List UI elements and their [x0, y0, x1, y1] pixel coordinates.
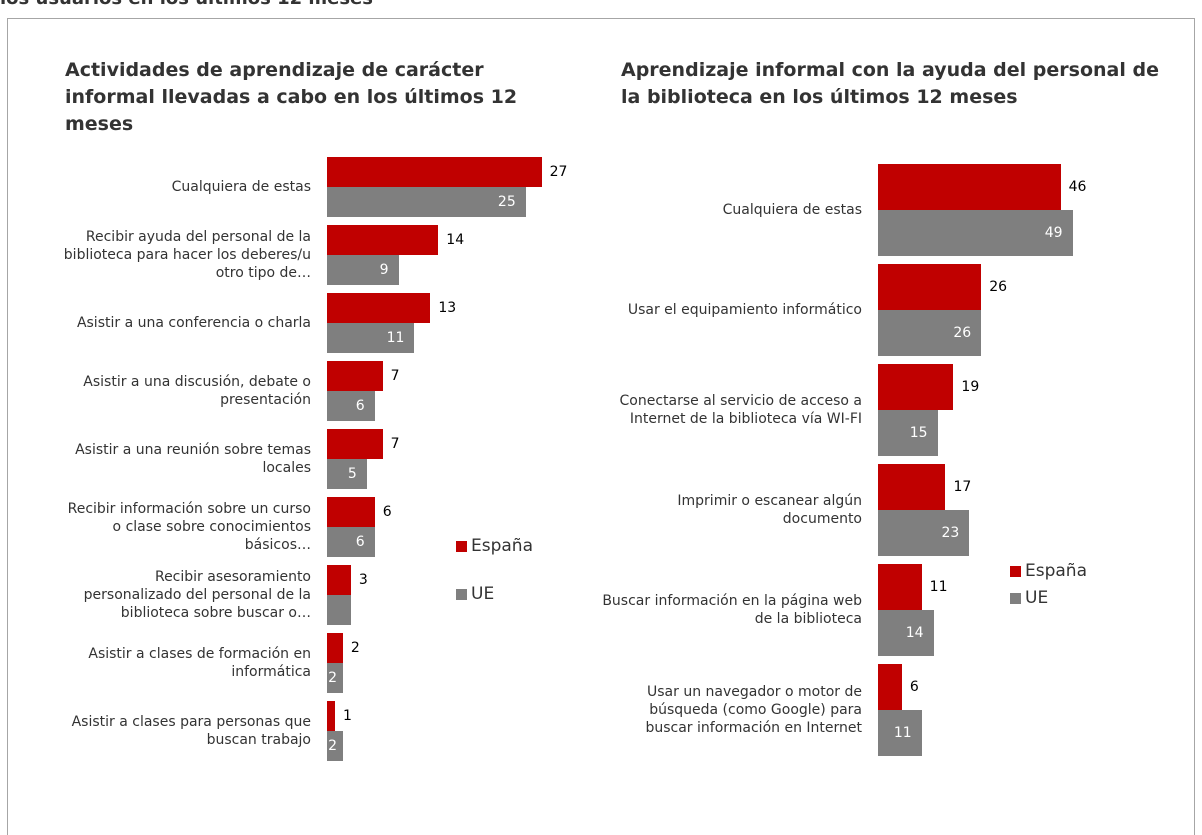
bar	[878, 164, 1061, 210]
bar	[327, 731, 343, 761]
bar	[878, 664, 902, 710]
bar	[327, 323, 415, 353]
bar	[878, 310, 982, 356]
bar	[878, 210, 1073, 256]
bar	[327, 527, 375, 557]
bar	[327, 391, 375, 421]
value-label: 13	[438, 300, 457, 316]
legend-item: España	[456, 536, 533, 556]
category-label: Asistir a una conferencia o charla	[76, 315, 311, 331]
value-label: 6	[909, 679, 919, 695]
bar	[878, 510, 970, 556]
value-label: 6	[382, 504, 392, 520]
bar	[327, 187, 526, 217]
bar	[327, 361, 383, 391]
value-label: 49	[1044, 225, 1063, 241]
legend-swatch	[1010, 565, 1021, 577]
chart-title: Aprendizaje informal con la ayuda del pe…	[621, 59, 1159, 108]
value-label: 15	[909, 425, 928, 441]
bar	[327, 595, 351, 625]
category-label: Cualquiera de estas	[722, 202, 862, 218]
category-label: Usar un navegador o motor de búsqueda (c…	[645, 684, 862, 736]
value-label: 1	[342, 708, 352, 724]
legend-item: España	[1010, 561, 1087, 581]
value-label: 23	[941, 525, 960, 541]
value-label: 25	[497, 194, 516, 210]
chart-title: Actividades de aprendizaje de carácter i…	[65, 59, 518, 135]
bar	[327, 429, 383, 459]
category-label: Asistir a una discusión, debate o presen…	[83, 374, 311, 408]
legend-label: España	[471, 536, 533, 556]
value-label: 14	[446, 232, 465, 248]
value-label: 3	[358, 572, 368, 588]
value-label: 46	[1068, 179, 1087, 195]
category-label: Usar el equipamiento informático	[627, 302, 862, 318]
value-label: 6	[355, 398, 365, 414]
bar	[878, 610, 934, 656]
bar	[327, 701, 335, 731]
category-label: Asistir a clases para personas que busca…	[71, 714, 311, 748]
legend-item: UE	[456, 584, 494, 604]
bar	[327, 459, 367, 489]
value-label: 7	[390, 436, 400, 452]
value-label: 6	[355, 534, 365, 550]
category-label: Recibir información sobre un curso o cla…	[67, 501, 311, 553]
value-label: 27	[549, 164, 568, 180]
bar	[327, 255, 399, 285]
category-label: Imprimir o escanear algún documento	[677, 493, 862, 527]
page-title: los usuarios en los últimos 12 meses	[0, 0, 373, 9]
value-label: 11	[893, 725, 912, 741]
bar	[327, 157, 542, 187]
bar	[327, 497, 375, 527]
legend-swatch	[456, 588, 467, 600]
bar	[878, 464, 946, 510]
bar	[878, 564, 922, 610]
legend-label: UE	[1025, 588, 1049, 608]
bar	[878, 364, 954, 410]
bar	[327, 633, 343, 663]
category-label: Recibir asesoramiento personalizado del …	[83, 569, 311, 621]
value-label: 26	[989, 279, 1008, 295]
category-label: Buscar información en la página web de l…	[602, 593, 862, 627]
value-label: 9	[379, 262, 389, 278]
bar	[878, 410, 938, 456]
category-label: Asistir a una reunión sobre temas locale…	[75, 442, 311, 476]
value-label: 17	[953, 479, 972, 495]
legend-item: UE	[1010, 588, 1048, 608]
category-label: Conectarse al servicio de acceso a Inter…	[619, 393, 863, 427]
bar	[878, 710, 922, 756]
value-label: 14	[905, 625, 924, 641]
value-label: 19	[961, 379, 980, 395]
legend-swatch	[1010, 592, 1021, 604]
bar	[327, 293, 431, 323]
bar	[327, 565, 351, 595]
frame	[7, 18, 1195, 835]
value-label: 2	[328, 670, 337, 686]
value-label: 11	[929, 579, 948, 595]
bar	[878, 264, 982, 310]
value-label: 2	[350, 640, 360, 656]
category-label: Asistir a clases de formación en informá…	[88, 646, 311, 680]
bar	[327, 225, 439, 255]
value-label: 26	[953, 325, 972, 341]
value-label: 7	[390, 368, 400, 384]
legend-swatch	[456, 540, 467, 552]
category-label: Cualquiera de estas	[171, 179, 311, 195]
legend-label: UE	[471, 584, 495, 604]
value-label: 11	[386, 330, 405, 346]
bar	[327, 663, 343, 693]
category-label: Recibir ayuda del personal de la bibliot…	[63, 229, 311, 281]
legend-label: España	[1025, 561, 1087, 581]
value-label: 2	[328, 738, 337, 754]
value-label: 5	[347, 466, 357, 482]
